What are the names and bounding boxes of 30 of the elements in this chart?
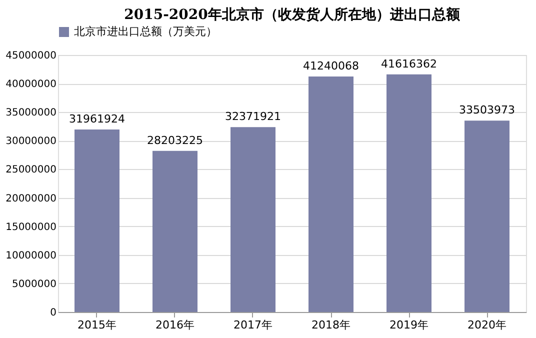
x-tick-label: 2016年	[156, 318, 194, 332]
data-label: 32371921	[225, 110, 281, 124]
x-tick-label: 2017年	[234, 318, 272, 332]
data-label: 33503973	[459, 104, 515, 117]
y-tick-label: 5000000	[12, 278, 56, 290]
y-tick-label: 0	[50, 308, 56, 318]
chart-title: 2015-2020年北京市（收发货人所在地）进出口总额	[124, 6, 461, 23]
bar	[74, 129, 120, 312]
bar	[230, 127, 276, 312]
x-tick-label: 2018年	[312, 318, 350, 332]
y-tick-label: 40000000	[6, 79, 56, 90]
bar	[152, 150, 198, 312]
bar	[308, 76, 354, 312]
y-tick-label: 45000000	[6, 50, 56, 62]
data-label: 41616362	[381, 57, 437, 70]
x-tick-label: 2019年	[390, 318, 428, 332]
bar	[464, 120, 510, 312]
data-label: 41240068	[303, 59, 359, 72]
bar	[386, 74, 432, 312]
y-tick-label: 30000000	[6, 136, 56, 148]
y-tick-label: 25000000	[6, 164, 56, 176]
x-tick-label: 2020年	[468, 318, 506, 332]
y-tick-label: 15000000	[6, 222, 56, 233]
y-tick-label: 20000000	[6, 193, 56, 204]
data-label: 31961924	[69, 112, 125, 126]
y-tick-label: 35000000	[6, 108, 56, 119]
data-label: 28203225	[147, 134, 203, 147]
x-tick-label: 2015年	[78, 318, 116, 332]
legend-label: 北京市进出口总额（万美元）	[74, 25, 217, 38]
y-tick-label: 10000000	[6, 250, 56, 262]
